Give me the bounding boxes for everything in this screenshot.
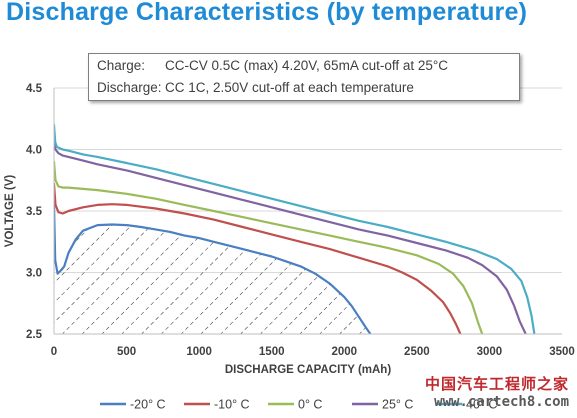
charge-note-text: CC-CV 0.5C (max) 4.20V, 65mA cut-off at … [165,58,449,73]
x-tick-label-1: 500 [117,346,136,358]
watermark-url: www.cartech8.com [434,394,569,410]
series-line-4 [54,123,536,334]
charge-note: Charge: CC-CV 0.5C (max) 4.20V, 65mA cut-… [97,55,448,77]
y-tick-label-4: 4.5 [26,83,43,95]
x-tick-label-5: 2500 [404,346,430,358]
series-line-1 [54,182,462,334]
x-tick-label-2: 1000 [186,346,212,358]
x-tick-label-3: 1500 [259,346,285,358]
y-tick-label-0: 2.5 [26,329,43,341]
tick-labels: 0 500 1000 1500 2000 2500 3000 3500 2.5 3.0 3.5 4.0… [26,83,575,358]
chart-title: Discharge Characteristics (by temperatur… [6,0,528,26]
axes [53,88,562,335]
discharge-note-label: Discharge: [97,80,162,95]
charge-note-label: Charge: [97,58,146,73]
legend-label-2: 0° C [298,398,322,412]
x-axis-label: DISCHARGE CAPACITY (mAh) [225,364,391,376]
discharge-note: Discharge: CC 1C, 2.50V cut-off at each t… [97,77,414,99]
y-tick-label-3: 4.0 [26,145,42,157]
y-tick-label-1: 3.0 [26,268,42,280]
series-line-0 [54,203,372,334]
legend: -20° C -10° C 0° C 25° C 40° C [100,398,497,412]
series-line-2 [54,160,484,334]
legend-label-3: 25° C [382,398,413,412]
hatched-area [54,204,371,334]
discharge-note-text: CC 1C, 2.50V cut-off at each temperature [165,80,414,95]
legend-label-1: -10° C [214,398,250,412]
legend-label-4: 40° C [466,398,497,412]
x-tick-label-4: 2000 [331,346,357,358]
watermark: 中国汽车工程师之家 www.cartech8.com [425,373,569,410]
series-line-3 [54,142,527,334]
x-tick-label-6: 3000 [477,346,503,358]
hatched-region [54,204,371,334]
series-lines [54,123,536,334]
legend-label-0: -20° C [130,398,166,412]
watermark-cn-text: 中国汽车工程师之家 [424,376,569,393]
x-tick-label-0: 0 [51,346,57,358]
y-axis-label: VOLTAGE (V) [4,175,16,248]
test-conditions-box: Charge: CC-CV 0.5C (max) 4.20V, 65mA cut-… [88,53,520,101]
y-tick-label-2: 3.5 [26,206,43,218]
x-tick-label-7: 3500 [549,346,575,358]
